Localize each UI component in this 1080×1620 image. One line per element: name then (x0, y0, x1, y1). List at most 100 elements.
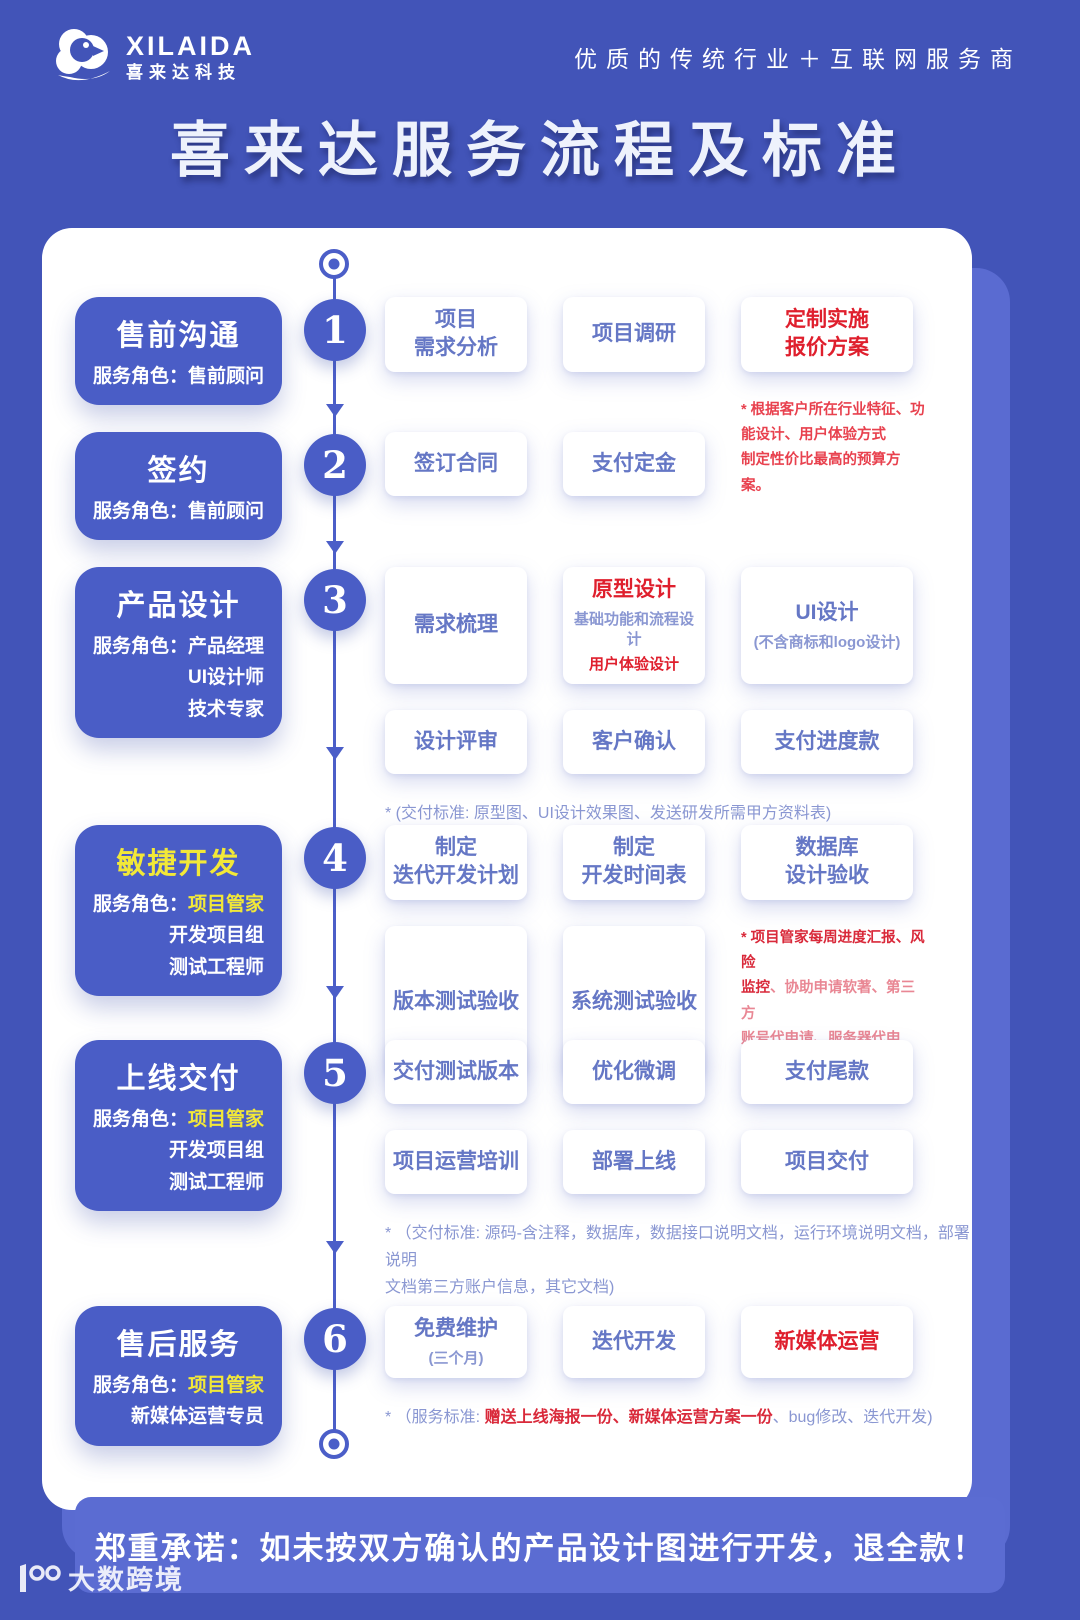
task-label: 设计评审 (414, 729, 498, 753)
bird-cloud-logo-icon (56, 29, 110, 81)
step-title: 售前沟通 (116, 320, 241, 352)
role: 项目管家 (188, 1375, 265, 1396)
role: 开发项目组 (169, 925, 265, 947)
task-card: 制定 迭代开发计划 (385, 825, 527, 900)
task-card: 数据库 设计验收 (741, 825, 913, 900)
step-5-note: * （交付标准: 源码-含注释，数据库，数据接口说明文档，运行环境说明文档，部署… (385, 1225, 970, 1297)
step-number: 3 (304, 569, 366, 631)
arrow-down-icon (326, 747, 344, 760)
arrow-down-icon (326, 986, 344, 999)
timeline-end-icon (319, 1429, 349, 1459)
step-title: 签约 (147, 455, 210, 487)
task-card: 优化微调 (563, 1040, 705, 1104)
role: 开发项目组 (169, 1140, 265, 1162)
company-logo: XILAIDA 喜来达科技 (52, 23, 255, 91)
step-number: 6 (304, 1308, 366, 1370)
task-card: 项目调研 (563, 297, 705, 372)
step-6-note: * （服务标准: 赠送上线海报一份、新媒体运营方案一份、bug修改、迭代开发) (385, 1404, 985, 1431)
note-rest-text: 、bug修改、迭代开发) (772, 1408, 933, 1426)
watermark-logo-icon (20, 1563, 61, 1592)
step-1-pill: 售前沟通 服务角色：售前顾问 (75, 297, 282, 406)
task-card: 免费维护 (三个月) (385, 1306, 527, 1378)
role-prefix: 服务角色： (92, 1109, 188, 1130)
task-label: 支付定金 (592, 451, 676, 475)
task-label: 支付尾款 (785, 1059, 869, 1083)
task-label: 系统测试验收 (571, 989, 697, 1013)
role-prefix: 服务角色： (92, 1375, 188, 1396)
task-sublabel: (不含商标和logo设计) (753, 633, 901, 651)
task-card: 设计评审 (385, 709, 527, 774)
task-label: 项目运营培训 (393, 1149, 519, 1173)
watermark-text: 大数跨境 (68, 1565, 184, 1595)
task-card: 交付测试版本 (385, 1040, 527, 1104)
role: UI设计师 (188, 667, 265, 689)
page-header: XILAIDA 喜来达科技 优质的传统行业＋互联网服务商 (52, 14, 1022, 100)
task-label: 定制实施 报价方案 (785, 308, 869, 360)
guarantee-banner: 郑重承诺：如未按双方确认的产品设计图进行开发，退全款！ (75, 1497, 1005, 1593)
timeline-start-icon (319, 249, 349, 279)
task-label: 项目调研 (592, 322, 676, 346)
task-card: 迭代开发 (563, 1306, 705, 1378)
step-title: 产品设计 (116, 590, 241, 622)
role: 项目管家 (188, 1109, 265, 1130)
role: 测试工程师 (169, 1171, 265, 1193)
role-prefix: 服务角色： (92, 636, 188, 657)
arrow-down-icon (326, 1241, 344, 1254)
task-sublabel: 用户体验设计 (588, 656, 679, 674)
task-label: 版本测试验收 (393, 989, 519, 1013)
step-number: 4 (304, 827, 366, 889)
note-strong-text: * 项目管家每周进度汇报、风险 监控 (741, 929, 925, 997)
step-2-pill: 签约 服务角色：售前顾问 (75, 432, 282, 541)
role-prefix: 服务角色： (92, 366, 188, 387)
task-label: 制定 开发时间表 (581, 836, 687, 888)
role: 测试工程师 (169, 956, 265, 978)
role: 技术专家 (188, 698, 265, 720)
task-card: 部署上线 (563, 1130, 705, 1194)
task-label: 数据库 设计验收 (785, 836, 869, 888)
company-tagline: 优质的传统行业＋互联网服务商 (574, 46, 1022, 72)
task-card-highlight: 新媒体运营 (741, 1306, 913, 1378)
arrow-down-icon (326, 404, 344, 417)
task-card: 制定 开发时间表 (563, 825, 705, 900)
task-card: 需求梳理 (385, 567, 527, 684)
step-number: 2 (304, 434, 366, 496)
task-label: 制定 迭代开发计划 (393, 836, 519, 888)
task-card-highlight: 定制实施 报价方案 (741, 297, 913, 372)
task-label: 免费维护 (414, 1317, 498, 1340)
task-card: 签订合同 (385, 432, 527, 496)
step-1-note: * 根据客户所在行业特征、功 能设计、用户体验方式 制定性价比最高的预算方案。 (741, 401, 925, 494)
step-number: 1 (304, 299, 366, 361)
task-card: UI设计 (不含商标和logo设计) (741, 567, 913, 684)
task-card-highlight: 原型设计 基础功能和流程设计 用户体验设计 (563, 567, 705, 684)
step-6-pill: 售后服务 服务角色：项目管家 新媒体运营专员 (75, 1306, 282, 1446)
role: 售前顾问 (188, 366, 265, 387)
step-3-pill: 产品设计 服务角色：产品经理 UI设计师 技术专家 (75, 567, 282, 739)
task-label: 项目交付 (785, 1149, 869, 1173)
task-label: 原型设计 (592, 578, 676, 601)
step-number: 5 (304, 1042, 366, 1104)
task-label: UI设计 (795, 600, 859, 624)
step-title: 上线交付 (116, 1063, 241, 1095)
task-card: 支付尾款 (741, 1040, 913, 1104)
step-3-note: * (交付标准: 原型图、UI设计效果图、发送研发所需甲方资料表) (385, 804, 832, 822)
step-title: 敏捷开发 (116, 848, 241, 880)
watermark: 大数跨境 (12, 1558, 184, 1597)
role: 新媒体运营专员 (131, 1406, 265, 1428)
task-card: 支付定金 (563, 432, 705, 496)
task-card: 项目交付 (741, 1130, 913, 1194)
task-label: 优化微调 (592, 1059, 676, 1083)
arrow-down-icon (326, 541, 344, 554)
note-strong-text: 赠送上线海报一份、新媒体运营方案一份 (484, 1408, 773, 1426)
task-label: 签订合同 (414, 451, 498, 475)
note-prefix-text: * （服务标准: (385, 1408, 485, 1426)
task-label: 需求梳理 (414, 613, 498, 637)
role: 售前顾问 (188, 501, 265, 522)
brand-name: XILAIDA (126, 31, 255, 62)
poster-title: 喜来达服务流程及标准 (170, 116, 910, 186)
role: 产品经理 (188, 636, 265, 657)
task-sublabel: 基础功能和流程设计 (573, 611, 694, 648)
task-sublabel: (三个月) (428, 1350, 484, 1368)
task-label: 迭代开发 (592, 1329, 676, 1353)
process-panel: 售前沟通 服务角色：售前顾问 1 项目 需求分析 项目调研 定制实施 报价方案 … (42, 228, 972, 1510)
task-label: 支付进度款 (774, 729, 880, 753)
